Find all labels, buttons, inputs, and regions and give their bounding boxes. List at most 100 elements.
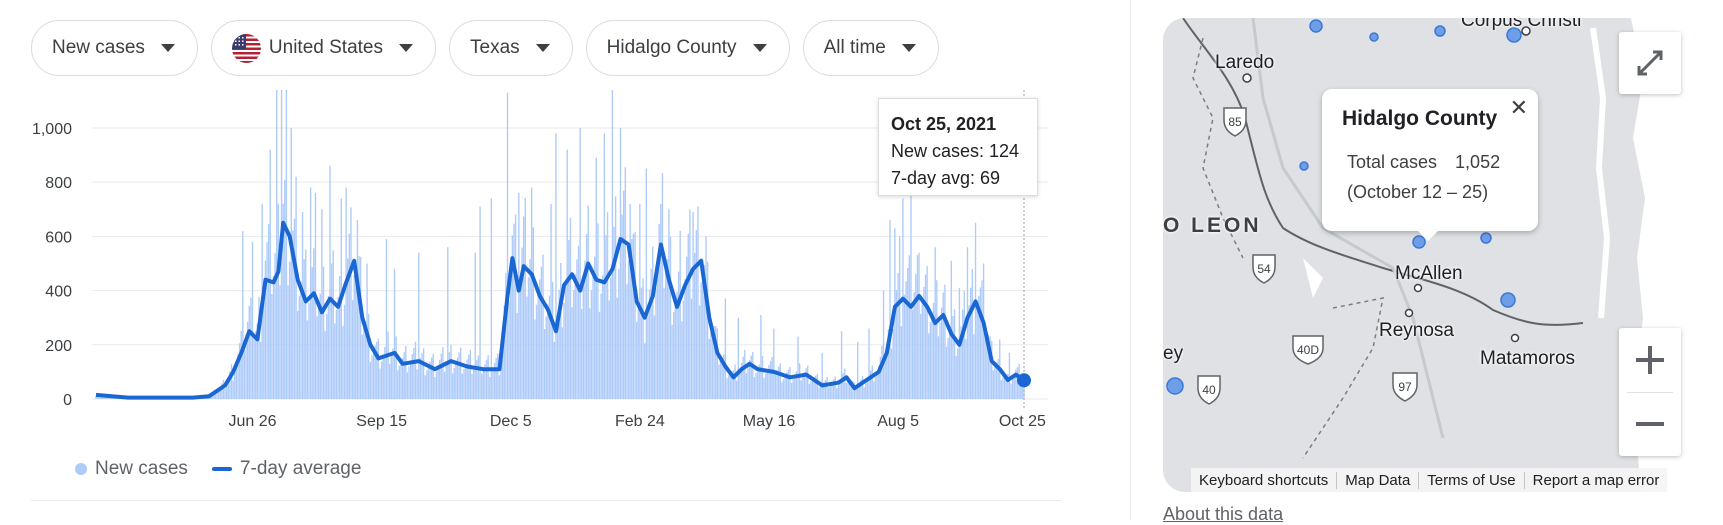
case-bar xyxy=(784,375,786,399)
case-bar xyxy=(560,262,562,399)
case-bar xyxy=(635,321,638,399)
case-bar xyxy=(518,193,520,399)
county-map[interactable]: 85 54 40D 40 97 Corpus Christi Laredo O … xyxy=(1163,18,1695,492)
close-icon[interactable]: ✕ xyxy=(1509,95,1528,120)
case-bar xyxy=(217,389,220,399)
case-bar xyxy=(513,223,515,399)
case-bar xyxy=(469,349,472,399)
case-bar xyxy=(327,295,330,399)
bar-swatch-icon xyxy=(75,463,87,475)
city-marker xyxy=(1521,26,1531,36)
case-bar xyxy=(330,263,333,399)
case-bar xyxy=(519,275,522,399)
case-bubble[interactable] xyxy=(1166,377,1184,395)
case-bar xyxy=(353,275,355,399)
legend-item-new-cases[interactable]: New cases xyxy=(75,458,188,480)
case-bar xyxy=(416,369,418,399)
case-bar xyxy=(981,280,983,399)
time-range-dropdown[interactable]: All time xyxy=(802,20,939,76)
case-bar xyxy=(319,293,321,399)
case-bar xyxy=(553,341,555,399)
case-bar xyxy=(631,239,633,399)
case-bar xyxy=(845,382,848,399)
case-bar xyxy=(978,295,980,399)
case-bar xyxy=(745,372,748,399)
case-bar xyxy=(647,308,649,399)
state-dropdown[interactable]: Texas xyxy=(449,20,573,76)
zoom-out-button[interactable] xyxy=(1619,392,1681,456)
case-bar xyxy=(928,333,930,399)
case-bar xyxy=(731,371,733,399)
case-bubble[interactable] xyxy=(1506,27,1522,43)
case-bar xyxy=(644,343,646,399)
legend-label: New cases xyxy=(95,458,188,479)
case-bubble[interactable] xyxy=(1299,161,1309,171)
case-bubble[interactable] xyxy=(1500,292,1516,308)
country-dropdown-label: United States xyxy=(268,37,383,58)
case-bar xyxy=(834,376,836,399)
case-bar xyxy=(303,259,305,399)
minus-icon xyxy=(1636,422,1664,426)
case-bar xyxy=(322,266,325,399)
case-bar xyxy=(587,205,589,399)
report-error-link[interactable]: Report a map error xyxy=(1523,471,1668,489)
case-bar xyxy=(697,206,699,399)
metric-dropdown[interactable]: New cases xyxy=(31,20,198,76)
case-bar xyxy=(839,381,841,399)
case-bar xyxy=(368,313,370,399)
case-bar xyxy=(860,379,862,399)
case-bar xyxy=(924,274,927,399)
case-bar xyxy=(705,236,707,399)
legend-item-average[interactable]: 7-day average xyxy=(211,458,361,480)
keyboard-shortcuts-link[interactable]: Keyboard shortcuts xyxy=(1199,471,1329,489)
case-bar xyxy=(618,269,620,399)
case-bar xyxy=(797,336,799,399)
y-tick-label: 0 xyxy=(63,392,72,409)
case-bar xyxy=(240,330,242,399)
terms-link[interactable]: Terms of Use xyxy=(1418,471,1523,489)
cases-chart[interactable]: 0 200 400 600 800 1,000 Jun 26 Sep 15 Dec 5 Feb … xyxy=(0,90,1100,450)
case-bar xyxy=(963,291,965,399)
case-bar xyxy=(363,326,365,399)
case-bubble[interactable] xyxy=(1434,25,1446,37)
case-bar xyxy=(606,212,609,399)
case-bar xyxy=(466,359,468,399)
case-bar xyxy=(348,233,351,399)
case-bar xyxy=(827,387,830,399)
map-data-link[interactable]: Map Data xyxy=(1336,471,1418,489)
case-bar xyxy=(95,396,97,399)
case-bar xyxy=(800,380,802,399)
x-tick-label: Jun 26 xyxy=(229,413,277,430)
case-bar xyxy=(305,249,307,399)
case-bar xyxy=(543,328,546,399)
tooltip-new-cases: New cases: 124 xyxy=(891,141,1020,161)
county-dropdown[interactable]: Hidalgo County xyxy=(585,20,790,76)
case-bar xyxy=(279,285,281,399)
case-bar xyxy=(577,245,580,399)
case-bar xyxy=(432,353,434,399)
case-bar xyxy=(1013,374,1015,399)
case-bar xyxy=(863,387,865,399)
case-bar xyxy=(589,308,591,399)
case-bar xyxy=(242,230,244,399)
case-bar xyxy=(364,320,367,399)
case-bar xyxy=(803,372,806,399)
case-bar xyxy=(603,133,606,400)
case-bar xyxy=(334,323,336,399)
fullscreen-button[interactable] xyxy=(1619,32,1681,94)
metric-dropdown-label: New cases xyxy=(52,37,145,58)
case-bubble[interactable] xyxy=(1480,232,1492,244)
country-dropdown[interactable]: United States xyxy=(210,20,436,76)
case-bar xyxy=(492,367,494,399)
case-bar xyxy=(965,338,967,399)
case-bubble[interactable] xyxy=(1369,32,1379,42)
popup-total-cases: Total cases 1,052 xyxy=(1342,147,1518,177)
case-bar xyxy=(472,369,475,399)
county-dropdown-label: Hidalgo County xyxy=(606,37,737,58)
case-bubble[interactable] xyxy=(1309,19,1323,33)
case-bar xyxy=(748,359,751,399)
case-bar xyxy=(926,266,928,399)
state-line xyxy=(1302,297,1384,459)
zoom-in-button[interactable] xyxy=(1619,328,1681,392)
about-data-link[interactable]: About this data xyxy=(1163,504,1284,524)
